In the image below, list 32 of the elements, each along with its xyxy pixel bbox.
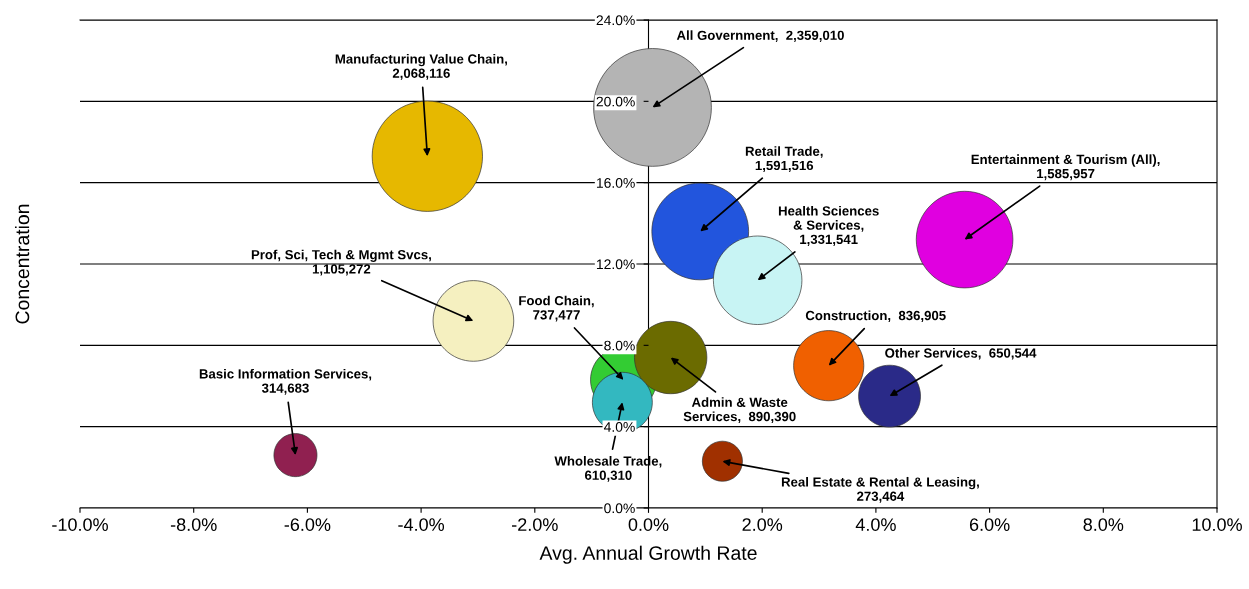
annotation: Entertainment & Tourism (All), 1,585,957 — [971, 154, 1160, 181]
x-tick-label: -2.0% — [512, 518, 558, 531]
x-tick-label: 10.0% — [1192, 518, 1242, 531]
y-tick-label: 12.0% — [596, 259, 635, 270]
annotation: Health Sciences & Services, 1,331,541 — [778, 205, 879, 246]
annotation: Retail Trade, 1,591,516 — [745, 146, 823, 173]
x-tick-label: 8.0% — [1083, 518, 1124, 531]
y-tick-label: 0.0% — [604, 503, 635, 514]
annotation: Construction, 836,905 — [805, 310, 946, 323]
annotation: Real Estate & Rental & Leasing, 273,464 — [781, 476, 979, 503]
annotation: Manufacturing Value Chain, 2,068,116 — [335, 53, 507, 80]
x-tick-label: -8.0% — [170, 518, 217, 531]
x-tick-label: -4.0% — [398, 518, 445, 531]
annotation: Food Chain, 737,477 — [519, 295, 594, 322]
y-tick-label: 16.0% — [596, 178, 635, 188]
y-tick-label: 4.0% — [603, 422, 635, 432]
annotation: Basic Information Services, 314,683 — [199, 368, 372, 395]
x-tick-label: -6.0% — [284, 518, 331, 531]
x-tick-label: -10.0% — [52, 518, 108, 531]
x-tick-label: 2.0% — [742, 518, 783, 531]
y-tick-label: 20.0% — [596, 96, 635, 107]
y-axis-title: Concentration — [14, 204, 30, 324]
x-axis-title: Avg. Annual Growth Rate — [539, 545, 757, 564]
y-tick-label: 24.0% — [596, 15, 635, 26]
x-tick-label: 6.0% — [969, 518, 1010, 531]
annotation: Admin & Waste Services, 890,390 — [683, 397, 796, 424]
annotation: Prof, Sci, Tech & Mgmt Svcs, 1,105,272 — [251, 249, 431, 276]
annotation: Other Services, 650,544 — [885, 348, 1037, 360]
annotation: All Government, 2,359,010 — [676, 30, 844, 42]
x-tick-label: 4.0% — [855, 518, 896, 531]
y-tick-label: 8.0% — [604, 340, 635, 351]
x-tick-label: 0.0% — [628, 518, 669, 531]
